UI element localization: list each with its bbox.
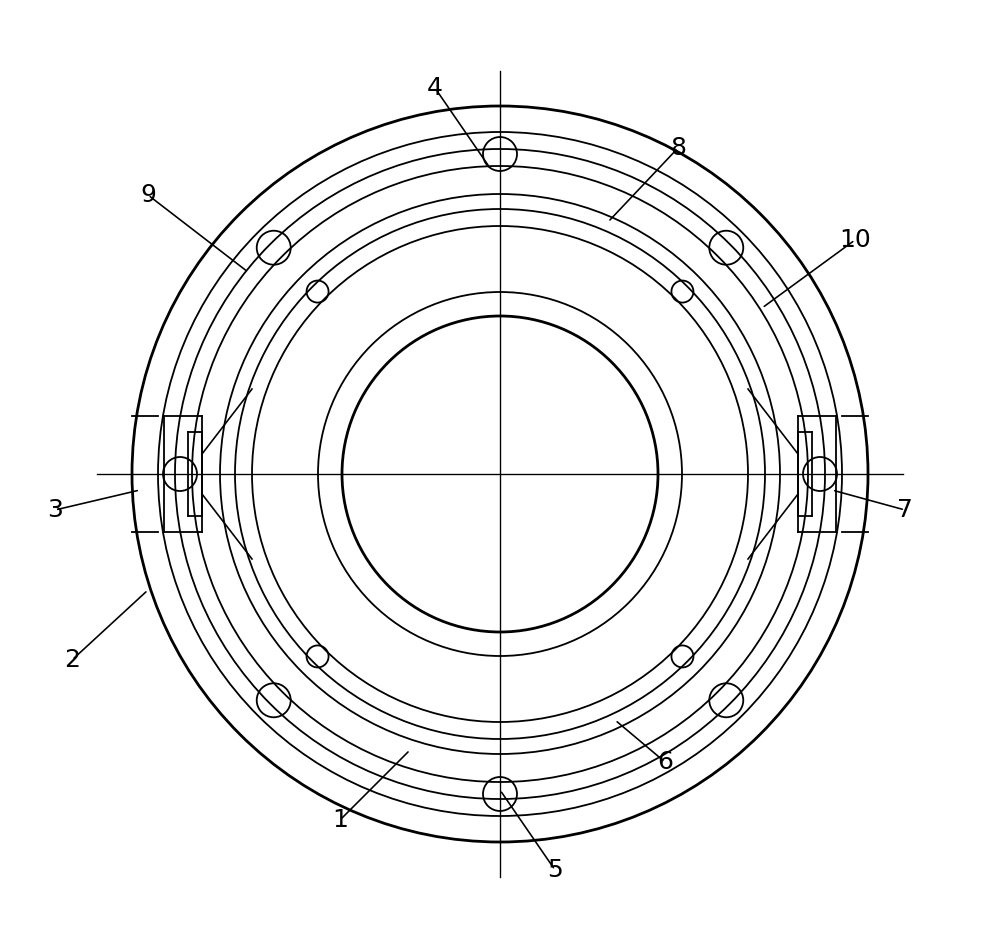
Text: 3: 3 xyxy=(47,498,63,522)
Text: 7: 7 xyxy=(897,498,913,522)
Text: 5: 5 xyxy=(547,858,563,882)
Text: 4: 4 xyxy=(427,76,443,100)
Text: 6: 6 xyxy=(657,750,673,774)
Text: 8: 8 xyxy=(670,136,686,160)
Text: 1: 1 xyxy=(332,808,348,832)
Text: 2: 2 xyxy=(64,648,80,672)
Text: 10: 10 xyxy=(839,228,871,252)
Text: 9: 9 xyxy=(140,183,156,207)
